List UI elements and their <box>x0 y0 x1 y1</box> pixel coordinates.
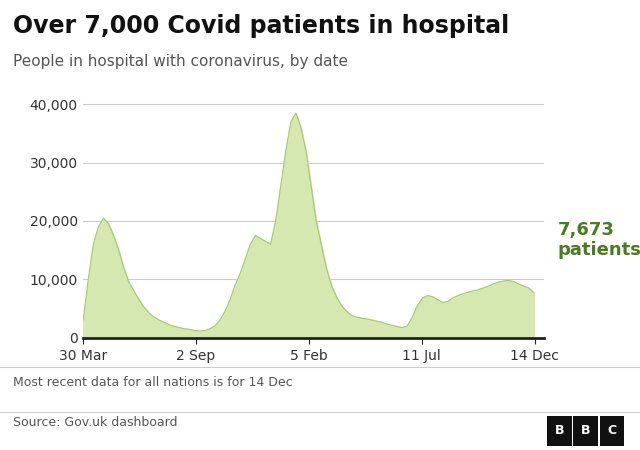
Text: C: C <box>607 424 616 437</box>
Text: Most recent data for all nations is for 14 Dec: Most recent data for all nations is for … <box>13 376 292 389</box>
Text: 7,673
patients: 7,673 patients <box>558 220 640 260</box>
Text: B: B <box>555 424 564 437</box>
Text: B: B <box>581 424 590 437</box>
Text: Source: Gov.uk dashboard: Source: Gov.uk dashboard <box>13 416 177 429</box>
Text: Over 7,000 Covid patients in hospital: Over 7,000 Covid patients in hospital <box>13 14 509 37</box>
Text: People in hospital with coronavirus, by date: People in hospital with coronavirus, by … <box>13 54 348 69</box>
